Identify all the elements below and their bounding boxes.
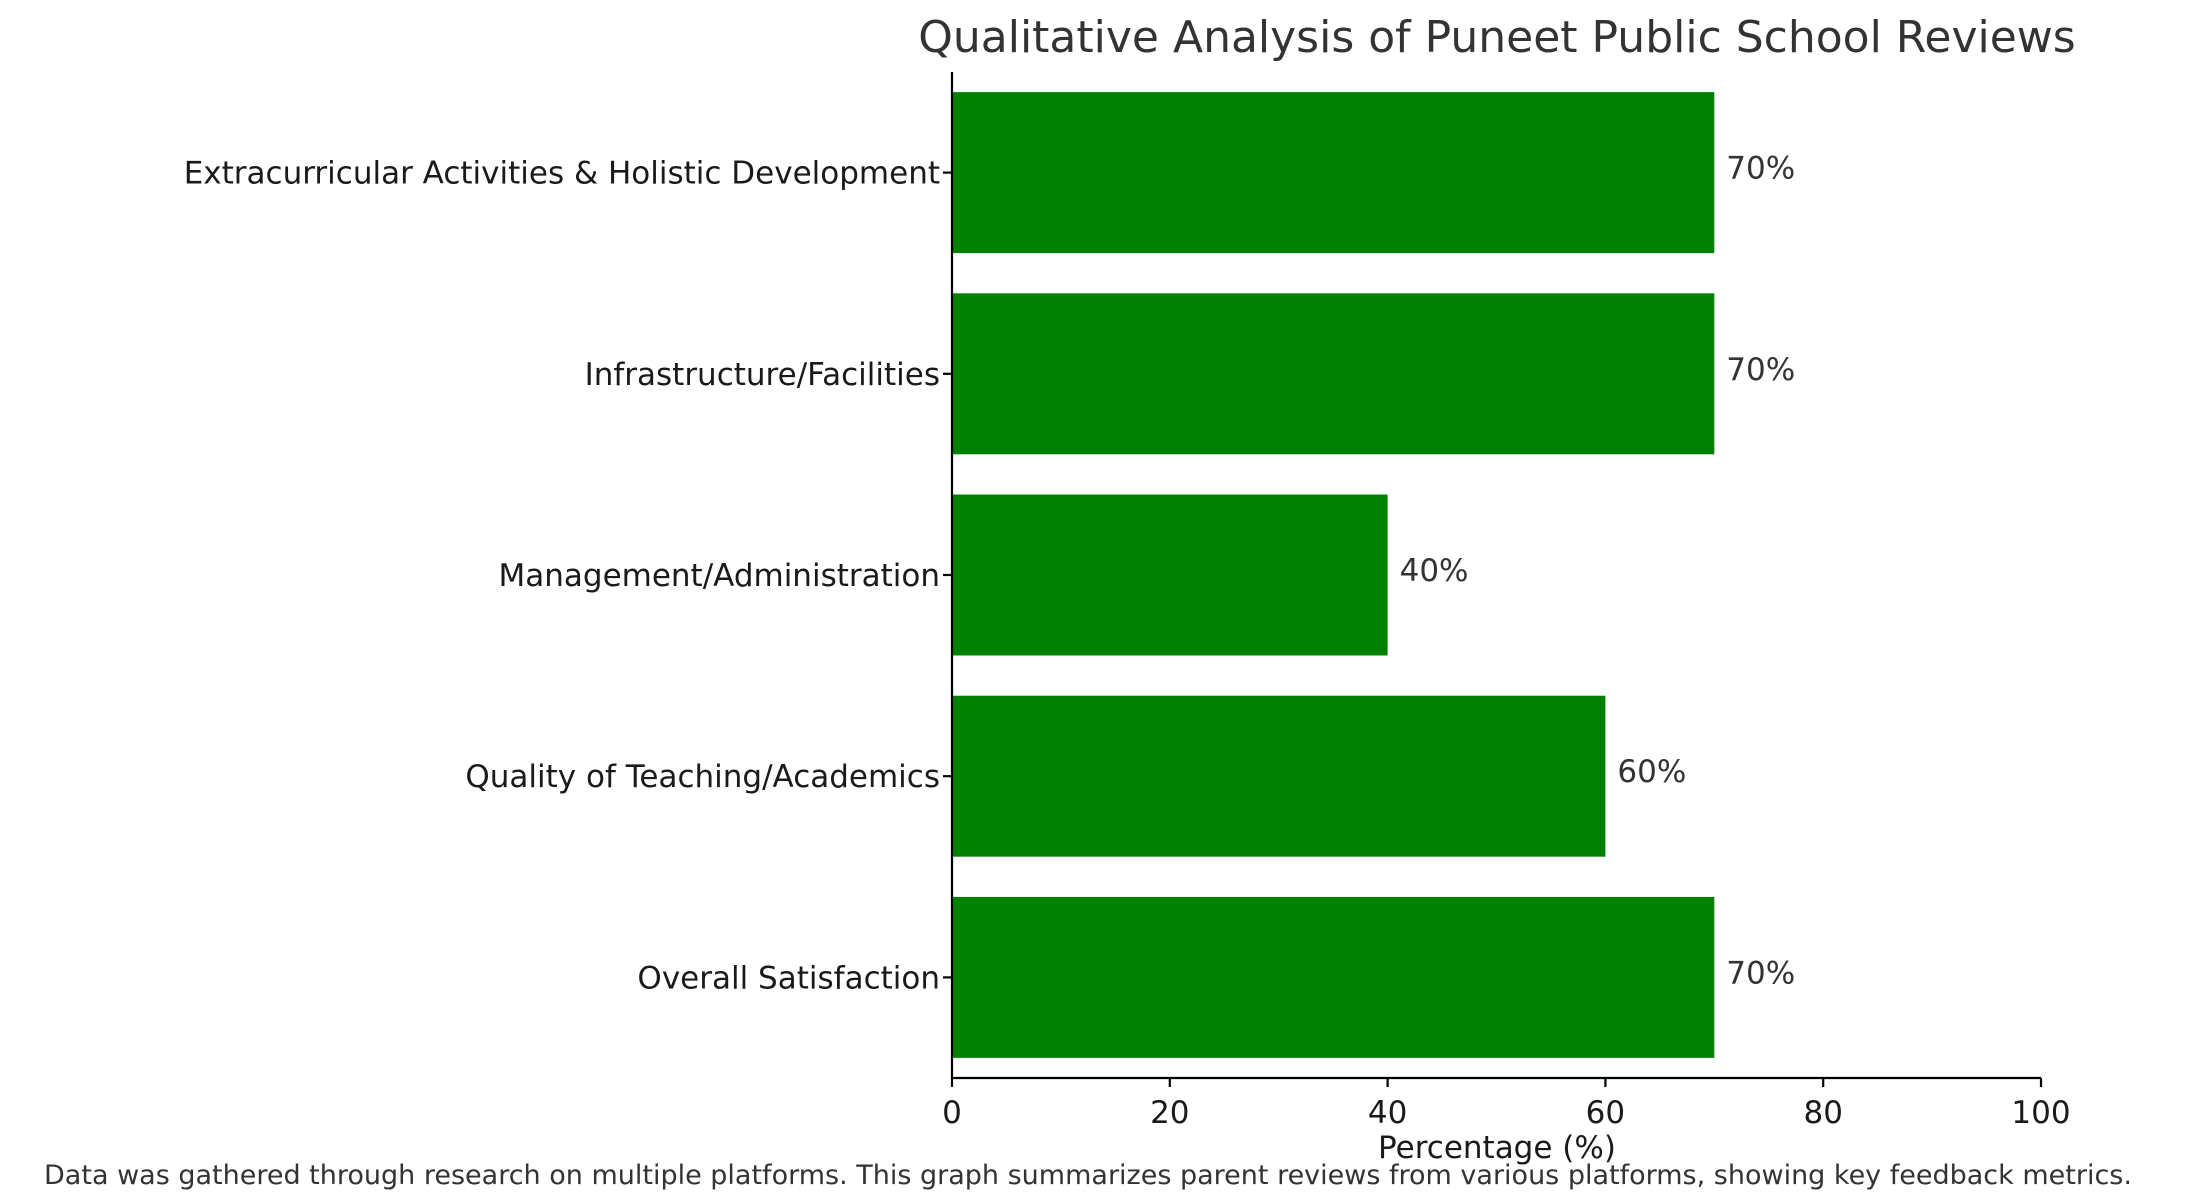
category-label: Extracurricular Activities & Holistic De…	[184, 156, 940, 192]
bar	[952, 494, 1388, 656]
value-labels: 70% 70% 40% 60% 70%	[1400, 151, 1796, 992]
footnote: Data was gathered through research on mu…	[44, 1160, 2132, 1191]
x-tick-label: 80	[1803, 1095, 1842, 1131]
bars	[952, 92, 1715, 1058]
x-tick-label: 100	[2011, 1095, 2070, 1131]
x-axis-ticks: 0 20 40 60 80 100	[942, 1078, 2071, 1131]
bar	[952, 293, 1715, 455]
data-label: 60%	[1617, 754, 1686, 790]
bar	[952, 896, 1715, 1058]
category-label: Overall Satisfaction	[637, 960, 940, 996]
category-label: Quality of Teaching/Academics	[465, 759, 940, 795]
x-tick-label: 20	[1150, 1095, 1189, 1131]
x-axis-label: Percentage (%)	[1378, 1130, 1616, 1166]
bar	[952, 695, 1606, 857]
x-tick-label: 0	[942, 1095, 962, 1131]
data-label: 40%	[1400, 553, 1469, 589]
data-label: 70%	[1726, 955, 1795, 991]
category-labels: Extracurricular Activities & Holistic De…	[184, 156, 952, 996]
x-tick-label: 40	[1368, 1095, 1407, 1131]
x-tick-label: 60	[1586, 1095, 1625, 1131]
data-label: 70%	[1726, 352, 1795, 388]
bar	[952, 92, 1715, 254]
category-label: Management/Administration	[499, 558, 941, 594]
category-label: Infrastructure/Facilities	[585, 357, 940, 393]
chart-title: Qualitative Analysis of Puneet Public Sc…	[918, 12, 2075, 63]
data-label: 70%	[1726, 151, 1795, 187]
axes	[950, 72, 2041, 1080]
